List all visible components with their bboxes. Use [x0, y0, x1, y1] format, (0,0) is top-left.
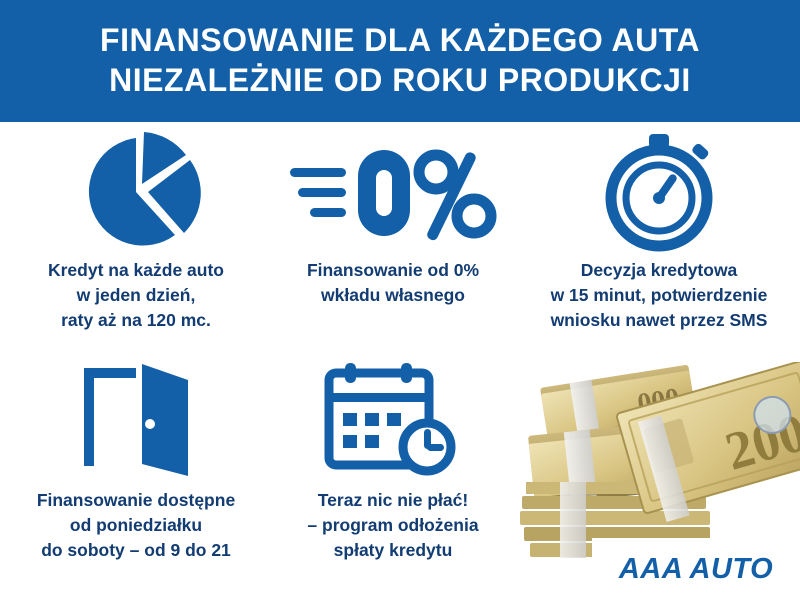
feature-deferred-payment-caption: Teraz nic nie płać! – program odłożenia … — [307, 490, 479, 560]
feature-credit: Kredyt na każde auto w jeden dzień, raty… — [8, 132, 264, 333]
feature-zero-percent: Finansowanie od 0% wkładu własnego — [268, 132, 518, 308]
stopwatch-icon — [594, 132, 724, 252]
brand-logo-text: AAA AUTO — [618, 552, 774, 585]
brand-logo: AAA AUTO — [592, 538, 800, 600]
header-banner: FINANSOWANIE DLA KAŻDEGO AUTA NIEZALEŻNI… — [0, 0, 800, 122]
stacked-banknotes-photo: 000 200 — [520, 362, 800, 600]
headline-line-1: FINANSOWANIE DLA KAŻDEGO AUTA — [100, 22, 700, 59]
feature-opening-hours: Finansowanie dostępne od poniedziałku do… — [8, 362, 264, 563]
feature-opening-hours-caption: Finansowanie dostępne od poniedziałku do… — [36, 490, 236, 560]
feature-decision-caption: Decyzja kredytowa w 15 minut, potwierdze… — [550, 260, 768, 330]
calendar-clock-icon — [323, 362, 463, 482]
feature-decision: Decyzja kredytowa w 15 minut, potwierdze… — [522, 132, 796, 333]
pie-chart-icon — [62, 132, 210, 252]
features-grid: Kredyt na każde auto w jeden dzień, raty… — [0, 122, 800, 600]
feature-deferred-payment: Teraz nic nie płać! – program odłożenia … — [268, 362, 518, 563]
zero-percent-icon — [288, 132, 498, 252]
feature-credit-caption: Kredyt na każde auto w jeden dzień, raty… — [47, 260, 225, 330]
headline-line-2: NIEZALEŻNIE OD ROKU PRODUKCJI — [109, 62, 691, 98]
feature-zero-percent-caption: Finansowanie od 0% wkładu własnego — [306, 260, 480, 305]
open-door-icon — [76, 362, 196, 482]
